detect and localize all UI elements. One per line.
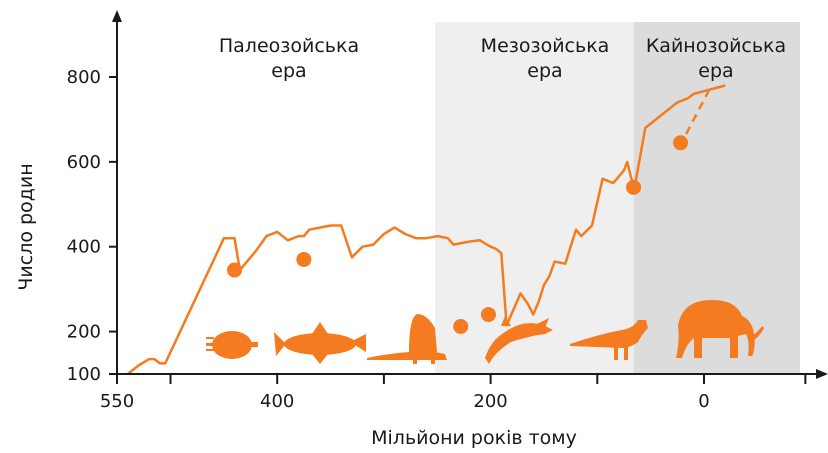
y-tick-label: 100 [67,364,101,385]
era-label-line1: Мезозойська [481,35,610,57]
extinction-marker [296,251,312,267]
elephant-icon [676,300,764,358]
trilobite-icon [206,331,258,359]
families-line [127,84,726,375]
x-tick-label: 0 [698,391,709,412]
organism-silhouettes [206,300,764,364]
era-labels: Палеозойська ера Мезозойська ера Кайнозойськ… [219,35,786,82]
projection-line [681,89,711,142]
y-axis-arrow [112,10,122,22]
era-label-line1: Кайнозойська [646,35,786,57]
y-axis-label: Число родин [15,163,37,290]
x-tick-label: 400 [260,391,294,412]
dinosaur-icon [570,320,648,360]
era-label-line2: ера [271,60,306,82]
extinction-marker [673,135,689,151]
extinction-marker [480,307,496,323]
y-tick-label: 200 [67,322,101,343]
family-count-series [127,84,726,375]
x-tick-label: 550 [100,391,134,412]
dimetrodon-icon [367,314,447,364]
extinction-marker [227,262,243,278]
y-tick-label: 800 [67,67,101,88]
y-tick-label: 600 [67,152,101,173]
fish-icon [274,322,366,364]
era-band-1 [435,22,634,374]
x-axis-arrow [816,369,828,379]
era-bands [435,22,801,374]
axes: 100 200 400 600 800 550 400 200 0 [67,10,828,412]
extinction-marker [626,179,642,195]
x-tick-label: 200 [473,391,507,412]
era-label-line2: ера [527,60,562,82]
x-axis-label: Мільйони років тому [371,427,577,449]
extinction-markers [227,135,689,334]
y-tick-label: 400 [67,237,101,258]
era-label-line2: ера [698,60,733,82]
era-label-line1: Палеозойська [219,35,359,57]
extinction-marker [453,318,469,334]
